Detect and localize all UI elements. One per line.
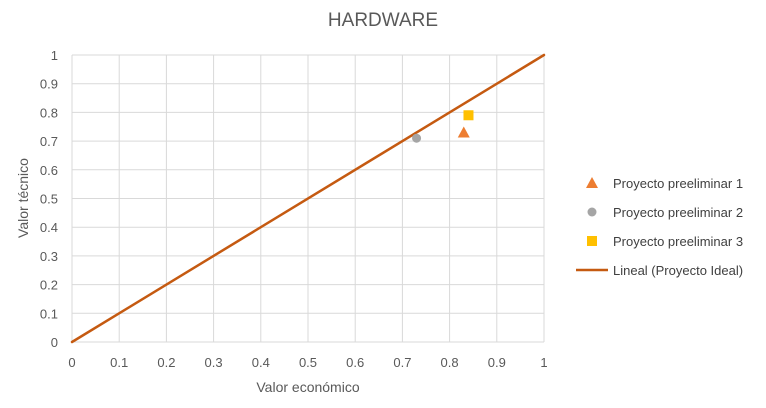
- x-tick-label: 0: [68, 355, 75, 370]
- y-axis-title: Valor técnico: [15, 158, 31, 238]
- x-tick-label: 0.8: [441, 355, 459, 370]
- tick-labels: 0 0.1 0.2 0.3 0.4 0.5 0.6 0.7 0.8 0.9 1 0 0.1 0.2 0.3 0…: [40, 48, 548, 370]
- legend-marker-series-2: [587, 207, 597, 217]
- data-point-series-3: [463, 110, 474, 121]
- y-tick-label: 0.4: [40, 220, 58, 235]
- x-tick-label: 0.2: [157, 355, 175, 370]
- trendline-proyecto-ideal: [70, 53, 546, 344]
- x-tick-label: 0.6: [346, 355, 364, 370]
- data-point-series-1: [457, 126, 470, 138]
- y-tick-label: 0.2: [40, 278, 58, 293]
- y-tick-label: 0.6: [40, 163, 58, 178]
- y-tick-label: 1: [51, 48, 58, 63]
- x-tick-label: 0.9: [488, 355, 506, 370]
- y-tick-label: 0.7: [40, 134, 58, 149]
- legend-marker-series-1: [586, 177, 598, 188]
- y-tick-label: 0.8: [40, 105, 58, 120]
- legend-label-trendline: Lineal (Proyecto Ideal): [613, 263, 743, 278]
- x-tick-label: 1: [540, 355, 547, 370]
- grid: [71, 54, 545, 343]
- legend: Proyecto preeliminar 1 Proyecto preelimin…: [576, 176, 743, 278]
- legend-label-series-2: Proyecto preeliminar 2: [613, 205, 743, 220]
- x-tick-label: 0.5: [299, 355, 317, 370]
- x-axis-title: Valor económico: [256, 379, 359, 395]
- y-tick-label: 0.1: [40, 306, 58, 321]
- trendline-layer: [70, 53, 546, 344]
- x-tick-label: 0.1: [110, 355, 128, 370]
- y-tick-label: 0: [51, 335, 58, 350]
- legend-marker-series-3: [587, 236, 597, 246]
- x-tick-label: 0.7: [393, 355, 411, 370]
- data-point-series-2: [412, 133, 422, 143]
- chart-title: HARDWARE: [328, 10, 438, 31]
- x-tick-label: 0.4: [252, 355, 270, 370]
- x-tick-label: 0.3: [205, 355, 223, 370]
- data-points: [412, 110, 474, 143]
- y-tick-label: 0.3: [40, 249, 58, 264]
- y-tick-label: 0.5: [40, 192, 58, 207]
- y-tick-label: 0.9: [40, 77, 58, 92]
- legend-label-series-3: Proyecto preeliminar 3: [613, 234, 743, 249]
- legend-label-series-1: Proyecto preeliminar 1: [613, 176, 743, 191]
